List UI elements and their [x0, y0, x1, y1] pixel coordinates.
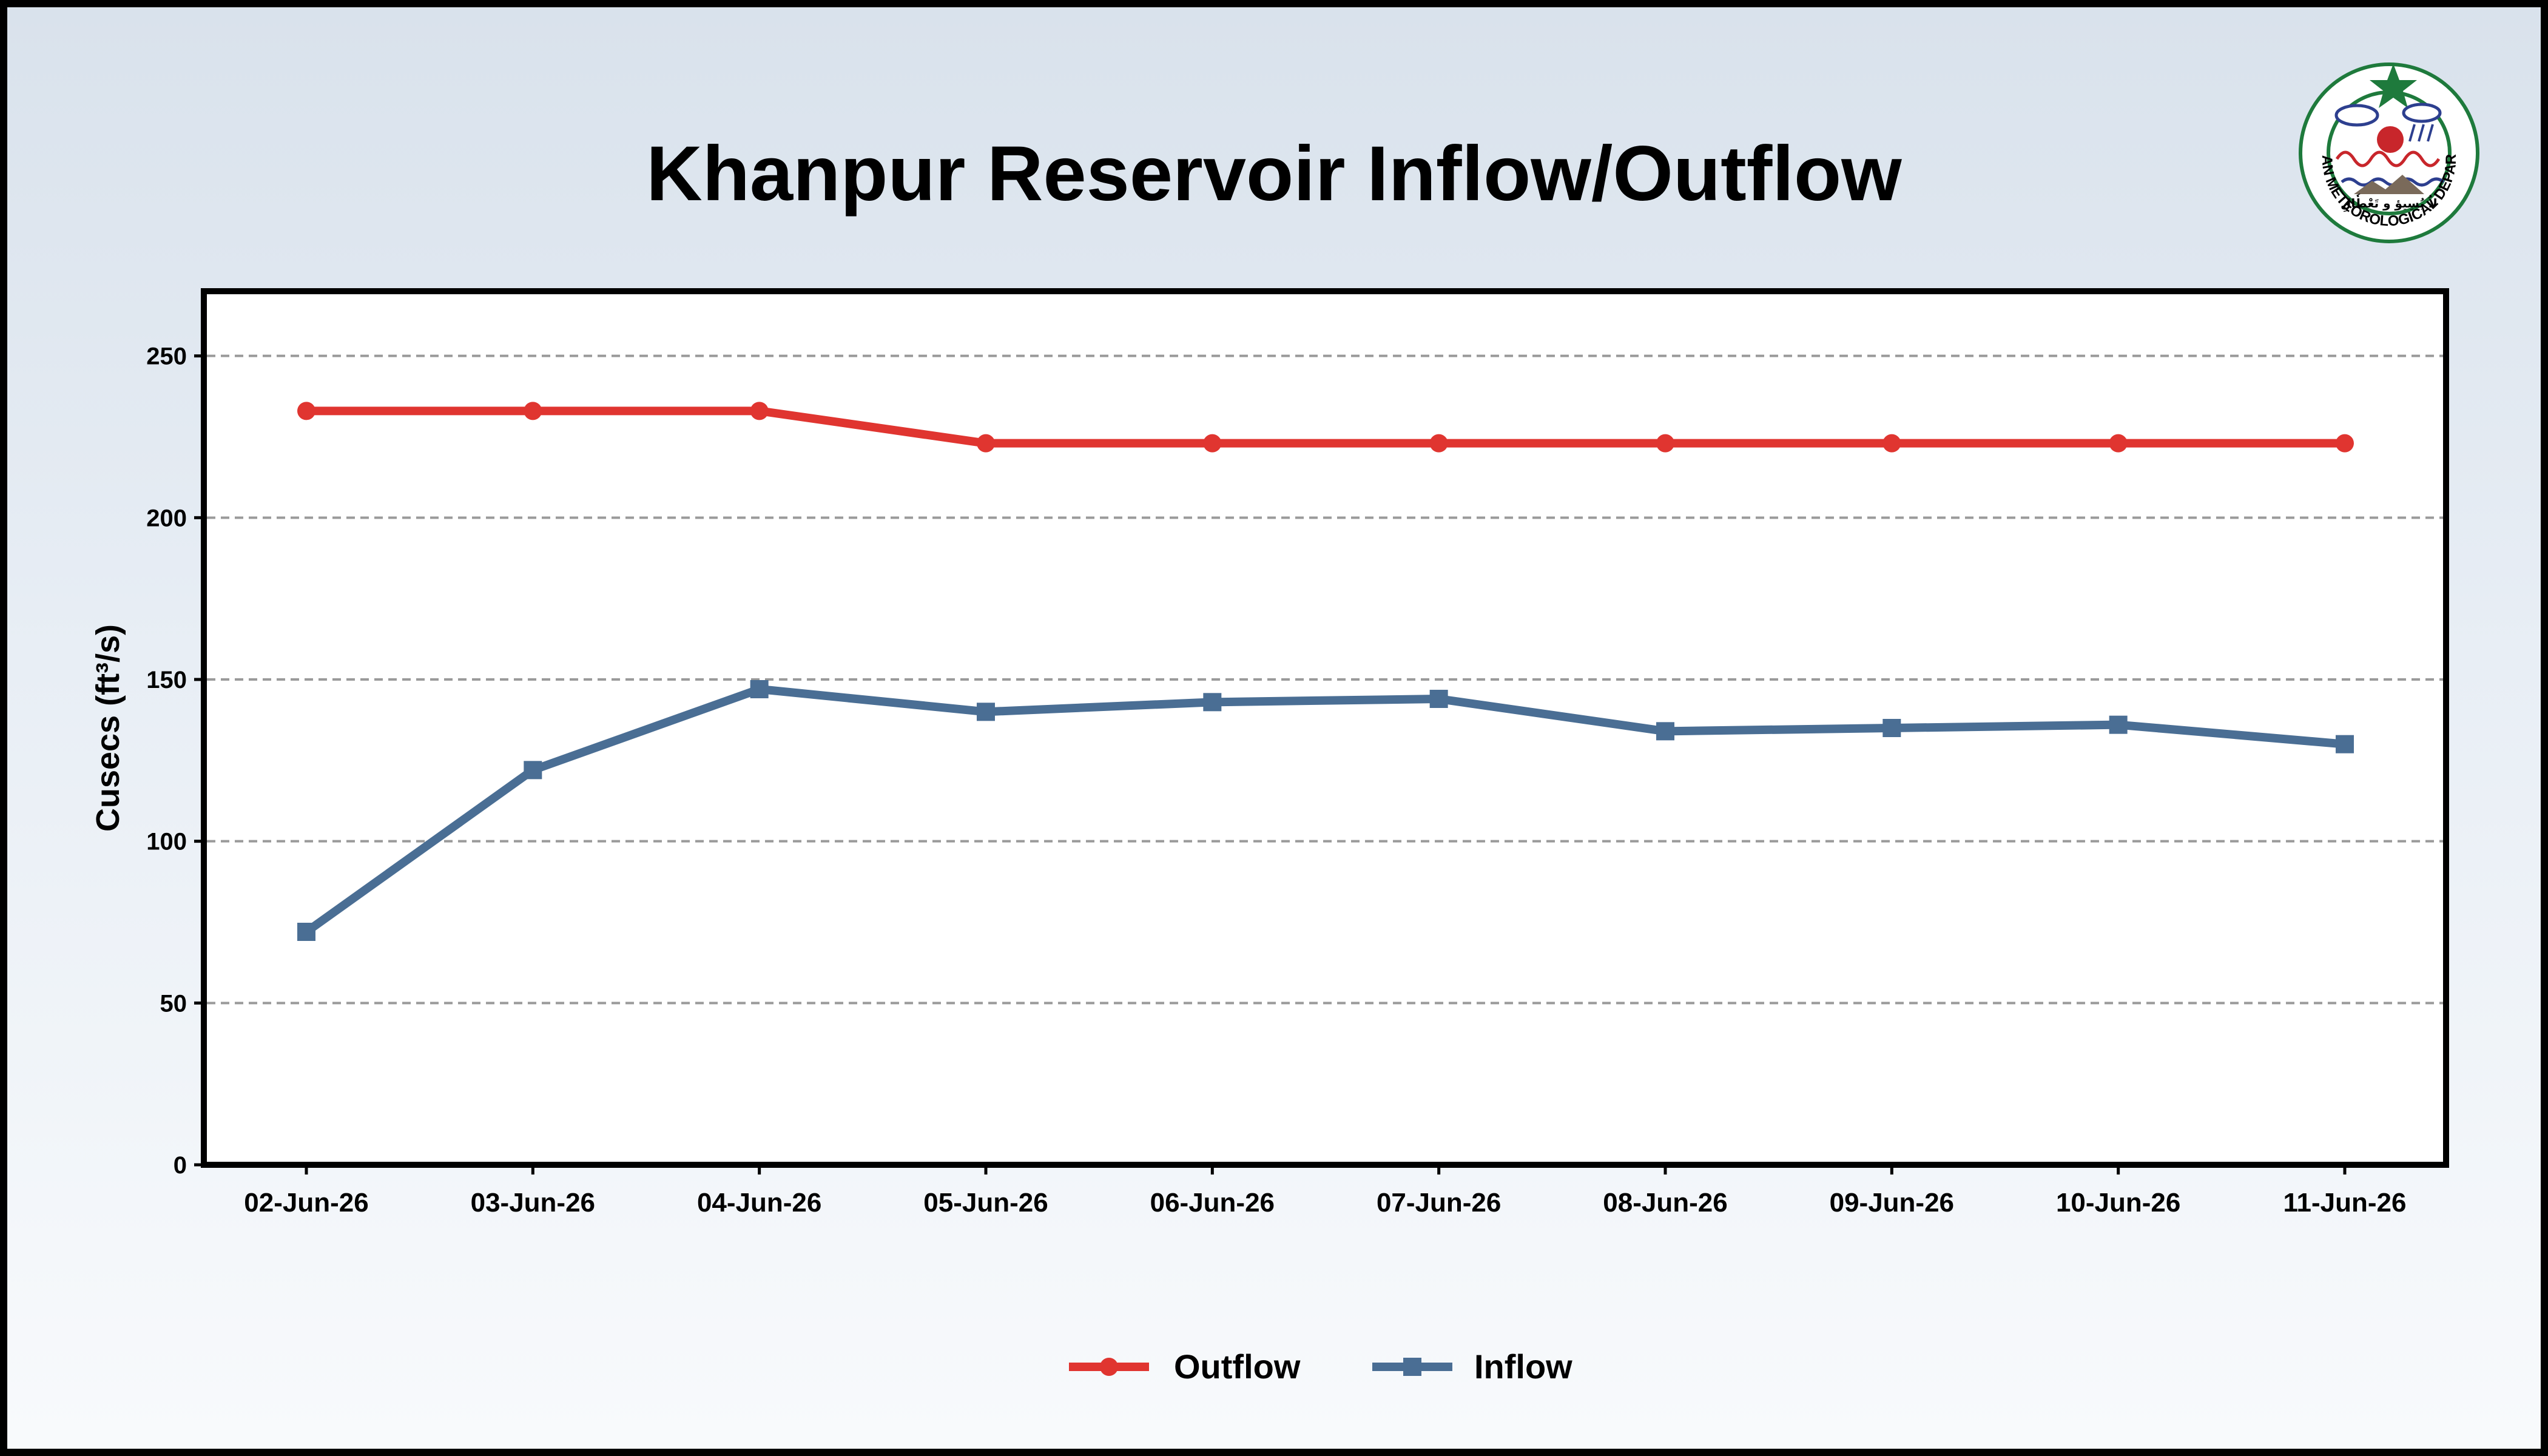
legend-label-inflow: Inflow — [1474, 1347, 1572, 1386]
series-line-outflow — [302, 406, 2349, 448]
x-tick-label: 02-Jun-26 — [244, 1188, 368, 1218]
x-tick-label: 05-Jun-26 — [923, 1188, 1048, 1218]
data-point-inflow — [297, 923, 315, 941]
x-tick-label: 04-Jun-26 — [697, 1188, 821, 1218]
data-point-outflow — [2109, 434, 2128, 453]
logo-anemometer-icon — [2377, 126, 2404, 153]
data-point-inflow — [750, 680, 769, 698]
x-tick-label: 03-Jun-26 — [471, 1188, 595, 1218]
series-layer — [297, 402, 2354, 941]
data-point-inflow — [2336, 735, 2354, 753]
data-point-outflow — [2336, 434, 2354, 453]
y-tick-label: 150 — [146, 667, 187, 693]
logo-wave-icon — [2335, 150, 2441, 167]
data-point-inflow — [1429, 690, 1448, 708]
legend-marker-outflow — [1100, 1358, 1118, 1376]
data-point-outflow — [750, 402, 769, 420]
x-tick-label: 08-Jun-26 — [1603, 1188, 1727, 1218]
y-axis-label: Cusecs (ft³/s) — [90, 624, 126, 832]
x-tick-label: 06-Jun-26 — [1150, 1188, 1275, 1218]
y-tick-label: 50 — [160, 990, 187, 1017]
data-point-inflow — [524, 761, 542, 780]
logo-star-icon — [2370, 64, 2417, 108]
x-tick-label: 10-Jun-26 — [2056, 1188, 2180, 1218]
legend: Outflow Inflow — [1069, 1347, 1572, 1386]
data-point-inflow — [1203, 693, 1222, 712]
y-tick-label: 100 — [146, 829, 187, 855]
grid-lines — [207, 354, 2443, 1005]
legend-marker-inflow — [1403, 1358, 1421, 1376]
x-tick-label: 07-Jun-26 — [1377, 1188, 1501, 1218]
data-point-outflow — [977, 434, 995, 453]
x-axis-ticks: 02-Jun-26 03-Jun-26 04-Jun-26 05-Jun-26 06-J… — [244, 1165, 2406, 1218]
data-point-inflow — [1882, 719, 1901, 737]
legend-label-outflow: Outflow — [1174, 1347, 1301, 1386]
logo-urdu-text: لاُ یُسِیؤ و تَعْطٗالِ — [2341, 194, 2438, 212]
chart-title: Khanpur Reservoir Inflow/Outflow — [646, 130, 1902, 217]
x-tick-label: 11-Jun-26 — [2283, 1188, 2407, 1218]
data-point-outflow — [524, 402, 542, 420]
data-point-outflow — [1656, 434, 1674, 453]
y-tick-label: 250 — [146, 343, 187, 370]
y-tick-label: 200 — [146, 505, 187, 531]
legend-item-outflow: Outflow — [1069, 1347, 1301, 1386]
data-point-outflow — [1429, 434, 1448, 453]
data-point-outflow — [1882, 434, 1901, 453]
data-point-outflow — [297, 402, 315, 420]
series-line-inflow — [302, 685, 2349, 936]
data-point-inflow — [1656, 722, 1674, 741]
y-tick-label: 0 — [174, 1152, 187, 1179]
y-axis-ticks: 0 50 100 150 200 250 — [146, 343, 204, 1179]
x-tick-label: 09-Jun-26 — [1830, 1188, 1954, 1218]
data-point-inflow — [977, 703, 995, 721]
logo-rain-icon — [2408, 124, 2434, 142]
data-point-inflow — [2109, 715, 2128, 734]
legend-item-inflow: Inflow — [1372, 1347, 1572, 1386]
logo-cloud-icon-2 — [2402, 103, 2442, 123]
logo-hills-icon — [2354, 175, 2424, 194]
data-point-outflow — [1203, 434, 1222, 453]
logo-cloud-icon — [2334, 104, 2379, 127]
